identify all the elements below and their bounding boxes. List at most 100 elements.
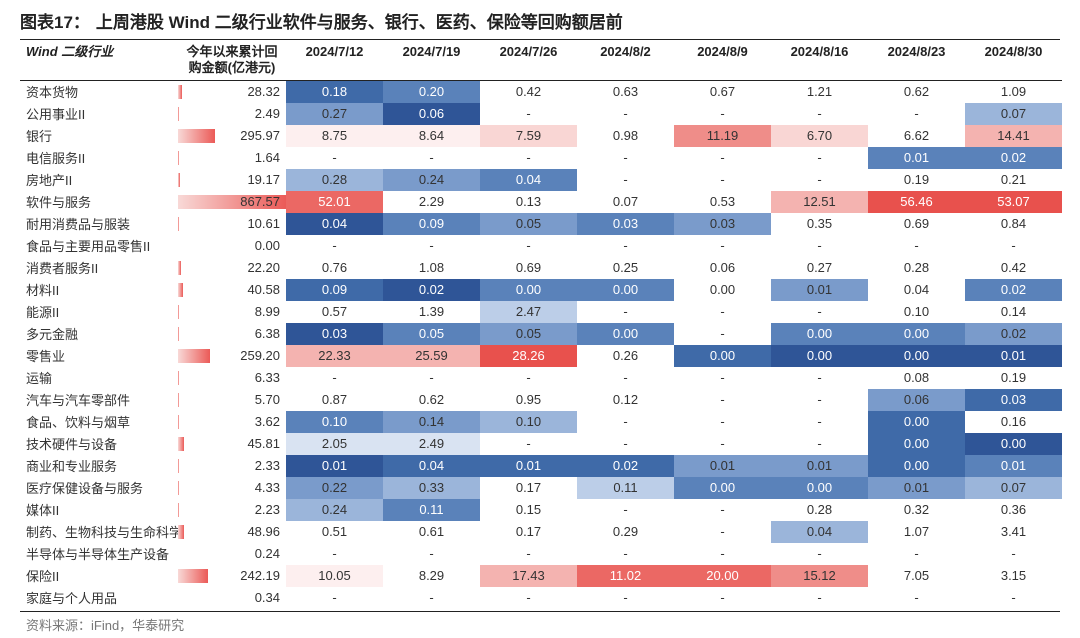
cumulative-bar-cell: 5.70 bbox=[178, 389, 286, 411]
week-value: 0.10 bbox=[868, 301, 965, 323]
cumulative-bar-cell: 4.33 bbox=[178, 477, 286, 499]
week-value: - bbox=[771, 367, 868, 389]
week-value: - bbox=[674, 147, 771, 169]
week-value: 8.75 bbox=[286, 125, 383, 147]
week-value: - bbox=[674, 323, 771, 345]
week-value: 0.98 bbox=[577, 125, 674, 147]
week-value: - bbox=[577, 587, 674, 609]
row-industry-name: 银行 bbox=[20, 125, 178, 147]
week-value: 0.00 bbox=[868, 411, 965, 433]
week-value: 0.07 bbox=[577, 191, 674, 213]
week-value: - bbox=[480, 587, 577, 609]
week-value: 0.28 bbox=[286, 169, 383, 191]
row-industry-name: 运输 bbox=[20, 367, 178, 389]
cumulative-value: 10.61 bbox=[247, 215, 280, 233]
cumulative-value: 2.23 bbox=[255, 501, 280, 519]
cumulative-bar bbox=[178, 217, 179, 231]
week-value: 0.27 bbox=[286, 103, 383, 125]
week-value: 0.36 bbox=[965, 499, 1062, 521]
week-value: 0.19 bbox=[868, 169, 965, 191]
row-industry-name: 汽车与汽车零部件 bbox=[20, 389, 178, 411]
row-industry-name: 医疗保健设备与服务 bbox=[20, 477, 178, 499]
week-value: - bbox=[674, 587, 771, 609]
week-value: 0.22 bbox=[286, 477, 383, 499]
cumulative-bar bbox=[178, 261, 181, 275]
chart-title-text: 上周港股 Wind 二级行业软件与服务、银行、医药、保险等回购额居前 bbox=[96, 8, 623, 33]
buyback-table: Wind 二级行业今年以来累计回购金额(亿港元)2024/7/122024/7/… bbox=[20, 42, 1062, 609]
week-value: 7.59 bbox=[480, 125, 577, 147]
table-row: 医疗保健设备与服务4.330.220.330.170.110.000.000.0… bbox=[20, 477, 1062, 499]
week-value: - bbox=[868, 587, 965, 609]
week-value: 0.00 bbox=[868, 433, 965, 455]
cumulative-value: 1.64 bbox=[255, 149, 280, 167]
week-value: - bbox=[771, 433, 868, 455]
week-value: - bbox=[674, 499, 771, 521]
cumulative-value: 45.81 bbox=[247, 435, 280, 453]
week-value: - bbox=[771, 301, 868, 323]
row-industry-name: 软件与服务 bbox=[20, 191, 178, 213]
table-header: Wind 二级行业今年以来累计回购金额(亿港元)2024/7/122024/7/… bbox=[20, 42, 1062, 80]
week-value: 0.01 bbox=[965, 455, 1062, 477]
week-value: 0.35 bbox=[771, 213, 868, 235]
row-industry-name: 家庭与个人用品 bbox=[20, 587, 178, 609]
week-value: - bbox=[383, 147, 480, 169]
week-value: 0.02 bbox=[383, 279, 480, 301]
week-value: 0.76 bbox=[286, 257, 383, 279]
week-value: 52.01 bbox=[286, 191, 383, 213]
cumulative-value: 0.34 bbox=[255, 589, 280, 607]
week-value: 11.19 bbox=[674, 125, 771, 147]
cumulative-value: 4.33 bbox=[255, 479, 280, 497]
week-value: - bbox=[674, 411, 771, 433]
table-row: 保险II242.1910.058.2917.4311.0220.0015.127… bbox=[20, 565, 1062, 587]
row-industry-name: 公用事业II bbox=[20, 103, 178, 125]
week-value: - bbox=[577, 169, 674, 191]
week-value: 0.00 bbox=[480, 279, 577, 301]
week-value: 0.25 bbox=[577, 257, 674, 279]
week-value: 2.49 bbox=[383, 433, 480, 455]
cumulative-bar-cell: 10.61 bbox=[178, 213, 286, 235]
week-value: - bbox=[771, 389, 868, 411]
week-value: 0.69 bbox=[480, 257, 577, 279]
week-value: 0.09 bbox=[383, 213, 480, 235]
cumulative-value: 6.38 bbox=[255, 325, 280, 343]
row-industry-name: 消费者服务II bbox=[20, 257, 178, 279]
week-value: 0.00 bbox=[577, 279, 674, 301]
bottom-rule bbox=[20, 611, 1060, 612]
week-value: 0.07 bbox=[965, 103, 1062, 125]
week-value: 0.00 bbox=[771, 345, 868, 367]
row-industry-name: 房地产II bbox=[20, 169, 178, 191]
week-value: - bbox=[286, 235, 383, 257]
cumulative-bar-cell: 19.17 bbox=[178, 169, 286, 191]
week-value: - bbox=[480, 433, 577, 455]
cumulative-value: 0.00 bbox=[255, 237, 280, 255]
week-value: 0.11 bbox=[383, 499, 480, 521]
week-value: 0.00 bbox=[965, 433, 1062, 455]
row-industry-name: 零售业 bbox=[20, 345, 178, 367]
row-industry-name: 能源II bbox=[20, 301, 178, 323]
week-value: 6.62 bbox=[868, 125, 965, 147]
week-value: 15.12 bbox=[771, 565, 868, 587]
week-value: 0.87 bbox=[286, 389, 383, 411]
table-row: 制药、生物科技与生命科学48.960.510.610.170.29-0.041.… bbox=[20, 521, 1062, 543]
cumulative-value: 6.33 bbox=[255, 369, 280, 387]
week-value: 0.02 bbox=[577, 455, 674, 477]
week-value: 25.59 bbox=[383, 345, 480, 367]
table-row: 汽车与汽车零部件5.700.870.620.950.12--0.060.03 bbox=[20, 389, 1062, 411]
cumulative-bar-cell: 0.34 bbox=[178, 587, 286, 609]
cumulative-value: 2.33 bbox=[255, 457, 280, 475]
week-value: - bbox=[868, 103, 965, 125]
week-value: 56.46 bbox=[868, 191, 965, 213]
week-value: 0.32 bbox=[868, 499, 965, 521]
week-value: - bbox=[674, 389, 771, 411]
cumulative-bar bbox=[178, 349, 210, 363]
week-value: 0.33 bbox=[383, 477, 480, 499]
week-value: 0.62 bbox=[383, 389, 480, 411]
week-value: 0.05 bbox=[480, 213, 577, 235]
cumulative-bar-cell: 48.96 bbox=[178, 521, 286, 543]
cumulative-bar-cell: 1.64 bbox=[178, 147, 286, 169]
col-header-industry: Wind 二级行业 bbox=[20, 42, 178, 80]
week-value: 0.02 bbox=[965, 279, 1062, 301]
week-value: 0.17 bbox=[480, 477, 577, 499]
cumulative-bar-cell: 2.49 bbox=[178, 103, 286, 125]
table-row: 多元金融6.380.030.050.050.00-0.000.000.02 bbox=[20, 323, 1062, 345]
